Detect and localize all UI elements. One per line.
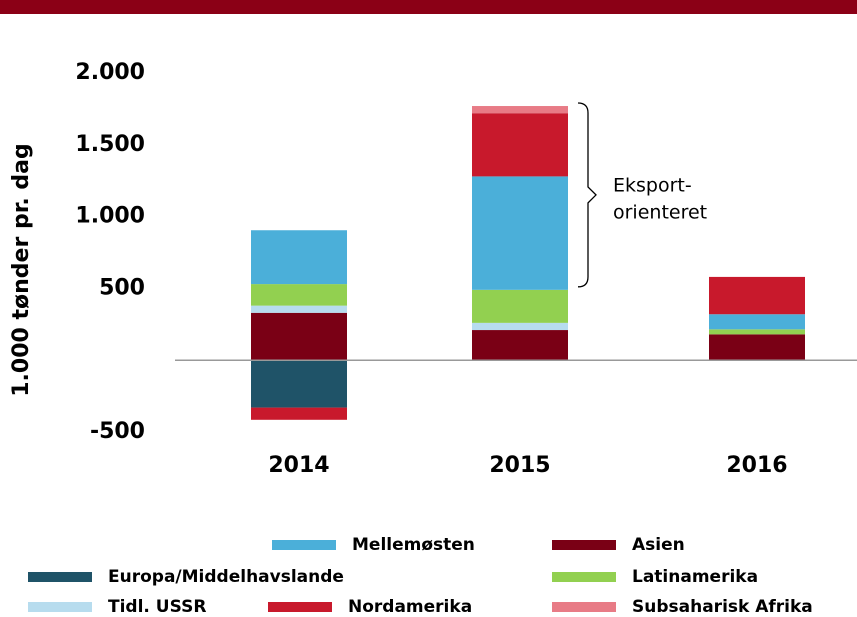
bar-segment: [251, 230, 347, 285]
legend-swatch: [28, 572, 92, 582]
x-tick-label: 2016: [726, 453, 787, 478]
legend-swatch: [552, 572, 616, 582]
legend-label: Mellemøsten: [352, 535, 475, 555]
annotation: Eksport-: [613, 175, 692, 197]
legend-label: Latinamerika: [632, 567, 758, 587]
bar-segment: [472, 330, 568, 361]
y-tick-label: -500: [90, 419, 145, 444]
legend-label: Nordamerika: [348, 597, 472, 617]
bar-segment: [251, 312, 347, 361]
y-axis-label: 1.000 tønder pr. dag: [9, 143, 34, 397]
legend-swatch: [552, 540, 616, 550]
bar-segment: [472, 289, 568, 323]
legend-label: Subsaharisk Afrika: [632, 597, 813, 617]
legend-swatch: [268, 602, 332, 612]
legend-label: Europa/Middelhavslande: [108, 567, 344, 587]
header-banner: [0, 0, 857, 14]
legend-swatch: [272, 540, 336, 550]
y-tick-label: 500: [99, 275, 145, 300]
x-tick-label: 2015: [489, 453, 550, 478]
y-tick-label: 1.500: [75, 132, 145, 157]
y-tick-label: 2.000: [75, 60, 145, 85]
bar-segment: [472, 322, 568, 331]
legend-label: Asien: [632, 535, 685, 555]
x-tick-label: 2014: [268, 453, 329, 478]
bar-segment: [472, 106, 568, 114]
bar-segment: [709, 314, 805, 330]
bar-segment: [472, 113, 568, 177]
bar-segment: [251, 407, 347, 420]
bar-segment: [709, 276, 805, 315]
bracket: [577, 102, 597, 288]
bar-segment: [472, 176, 568, 290]
bar-segment: [251, 360, 347, 408]
bar-segment: [251, 305, 347, 313]
y-tick-label: 1.000: [75, 204, 145, 229]
bar-segment: [251, 284, 347, 306]
legend-label: Tidl. USSR: [108, 597, 206, 617]
bar-segment: [709, 329, 805, 335]
legend-swatch: [28, 602, 92, 612]
legend-swatch: [552, 602, 616, 612]
bar-segment: [709, 334, 805, 361]
annotation: orienteret: [613, 202, 707, 224]
